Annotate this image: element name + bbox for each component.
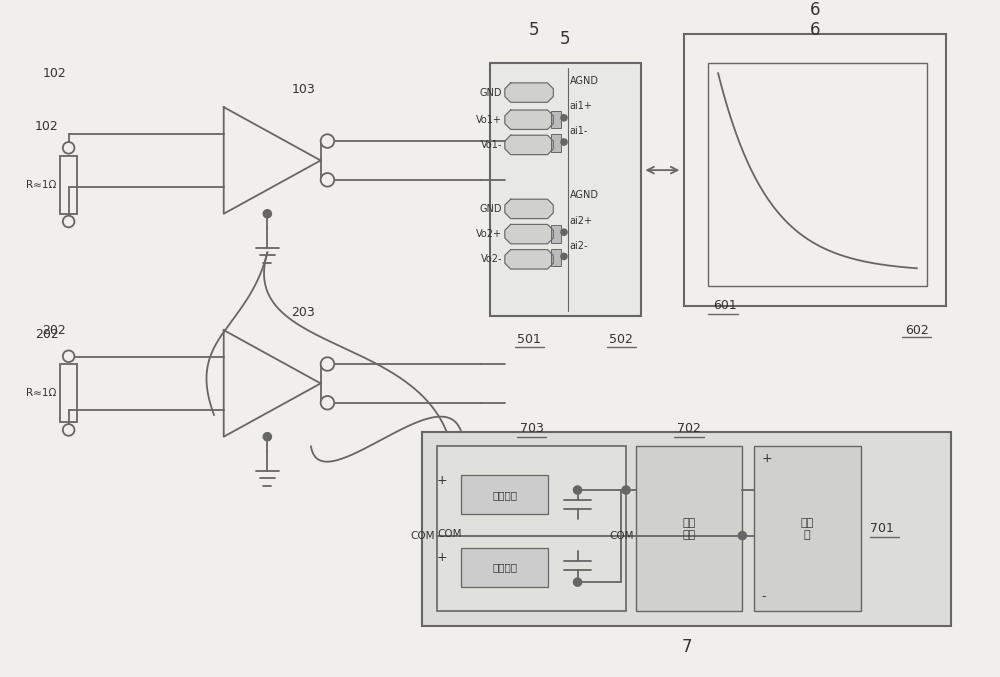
Text: 线性稳压: 线性稳压 [492, 563, 517, 573]
Text: Vo2+: Vo2+ [476, 229, 502, 239]
Circle shape [63, 351, 74, 362]
Circle shape [321, 173, 334, 187]
Bar [708, 64, 927, 286]
Text: 6: 6 [810, 1, 820, 19]
Text: Vo2-: Vo2- [480, 255, 502, 264]
Circle shape [574, 486, 581, 494]
Bar [60, 364, 77, 422]
Polygon shape [505, 110, 553, 129]
Text: +: + [762, 452, 772, 464]
Text: COM: COM [411, 531, 435, 541]
Circle shape [263, 433, 271, 441]
Text: 701: 701 [870, 523, 894, 536]
Text: R≈1Ω: R≈1Ω [26, 179, 56, 190]
Bar [551, 111, 561, 129]
Text: AGND: AGND [570, 76, 599, 86]
Text: 103: 103 [292, 83, 315, 96]
Circle shape [574, 578, 581, 586]
Polygon shape [505, 250, 553, 269]
Text: 203: 203 [292, 306, 315, 319]
Text: AGND: AGND [570, 190, 599, 200]
Circle shape [561, 253, 567, 259]
Circle shape [321, 134, 334, 148]
Text: 703: 703 [520, 422, 543, 435]
Text: 5: 5 [529, 20, 539, 39]
Bar [490, 64, 641, 315]
Circle shape [561, 139, 567, 145]
Circle shape [622, 486, 630, 494]
Text: 线性稳压: 线性稳压 [492, 490, 517, 500]
Text: 102: 102 [35, 120, 58, 133]
Text: 702: 702 [677, 422, 701, 435]
Circle shape [561, 230, 567, 235]
Text: 开关
变换: 开关 变换 [682, 518, 696, 540]
Polygon shape [505, 199, 553, 219]
Circle shape [63, 216, 74, 227]
Text: ai2-: ai2- [570, 241, 588, 250]
Polygon shape [505, 224, 553, 244]
Bar [422, 432, 951, 626]
Text: 601: 601 [713, 299, 737, 312]
Circle shape [63, 424, 74, 436]
Text: 5: 5 [560, 30, 571, 48]
Bar [551, 248, 561, 266]
Bar [461, 548, 548, 587]
Text: GND: GND [479, 204, 502, 214]
Bar [60, 156, 77, 214]
Bar [551, 225, 561, 243]
Text: -: - [762, 590, 766, 603]
Text: GND: GND [479, 87, 502, 97]
Circle shape [321, 357, 334, 371]
Circle shape [63, 142, 74, 154]
Circle shape [561, 115, 567, 121]
Bar [636, 446, 742, 611]
Text: 202: 202 [42, 324, 66, 336]
Text: 锂电
池: 锂电 池 [801, 518, 814, 540]
Circle shape [263, 210, 271, 217]
Text: 6: 6 [810, 20, 820, 39]
Text: ai2+: ai2+ [570, 215, 593, 225]
Circle shape [321, 396, 334, 410]
Bar [684, 35, 946, 306]
Polygon shape [505, 83, 553, 102]
Bar [551, 134, 561, 152]
Text: COM: COM [437, 529, 461, 539]
Text: COM: COM [609, 531, 634, 541]
Text: 501: 501 [517, 333, 541, 346]
Text: R≈1Ω: R≈1Ω [26, 388, 56, 398]
Text: Vo1-: Vo1- [481, 140, 502, 150]
Circle shape [738, 531, 746, 540]
Bar [437, 446, 626, 611]
Text: 502: 502 [609, 333, 633, 346]
Text: +: + [437, 474, 447, 487]
Text: 7: 7 [681, 638, 692, 656]
Polygon shape [505, 135, 553, 154]
Text: 602: 602 [905, 324, 929, 336]
Text: +: + [437, 551, 447, 565]
Bar [754, 446, 861, 611]
Text: ai1+: ai1+ [570, 101, 593, 111]
Text: Vo1+: Vo1+ [476, 114, 502, 125]
Text: ai1-: ai1- [570, 127, 588, 136]
Text: 102: 102 [42, 67, 66, 80]
Bar [461, 475, 548, 515]
Text: 202: 202 [35, 328, 58, 341]
